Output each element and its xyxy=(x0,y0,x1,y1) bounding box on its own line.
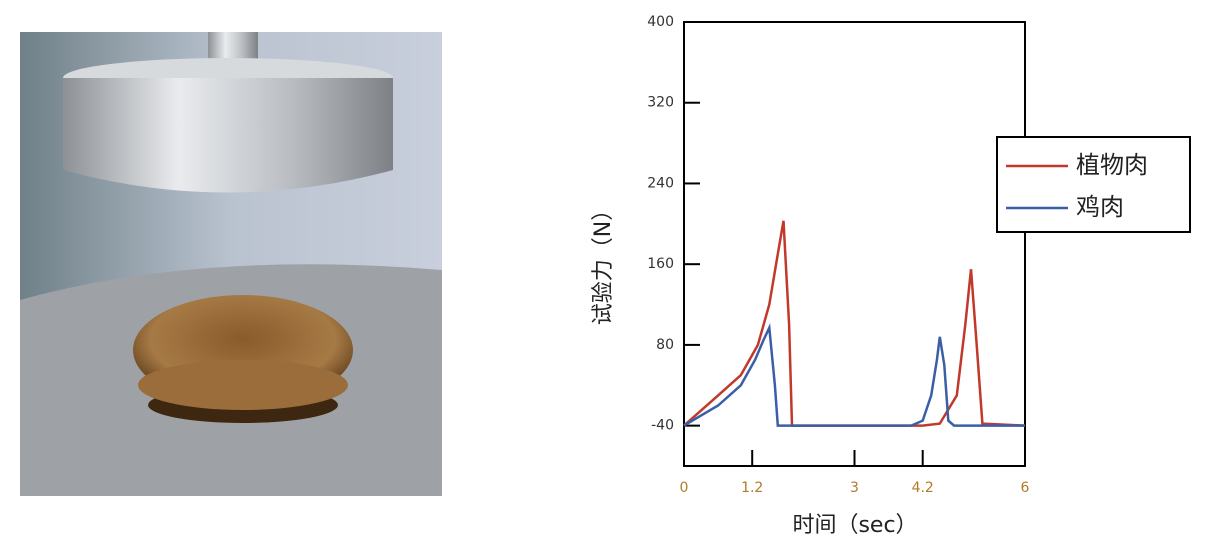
x-tick-label: 1.2 xyxy=(741,480,763,496)
y-tick-label: 400 xyxy=(647,14,674,30)
x-tick-label: 4.2 xyxy=(912,480,934,496)
y-tick-label: -40 xyxy=(651,418,674,434)
y-axis-label: 试验力（N） xyxy=(591,199,616,325)
y-tick-label: 160 xyxy=(647,256,674,272)
x-axis-label: 时间（sec） xyxy=(792,513,917,538)
x-tick-label: 6 xyxy=(1021,480,1030,496)
legend-label: 鸡肉 xyxy=(1076,193,1124,221)
legend xyxy=(996,136,1191,233)
x-tick-label: 3 xyxy=(850,480,859,496)
series-line xyxy=(683,220,1026,427)
plot-frame xyxy=(683,21,1026,467)
y-tick-label: 80 xyxy=(656,337,674,353)
legend-label: 植物肉 xyxy=(1076,151,1148,179)
y-tick-label: 320 xyxy=(647,95,674,111)
series-line xyxy=(683,323,1025,427)
photo xyxy=(20,32,442,496)
y-tick-label: 240 xyxy=(647,175,674,191)
x-tick-label: 0 xyxy=(680,480,689,496)
chart: 时间（sec） 试验力（N） xyxy=(591,21,1191,538)
